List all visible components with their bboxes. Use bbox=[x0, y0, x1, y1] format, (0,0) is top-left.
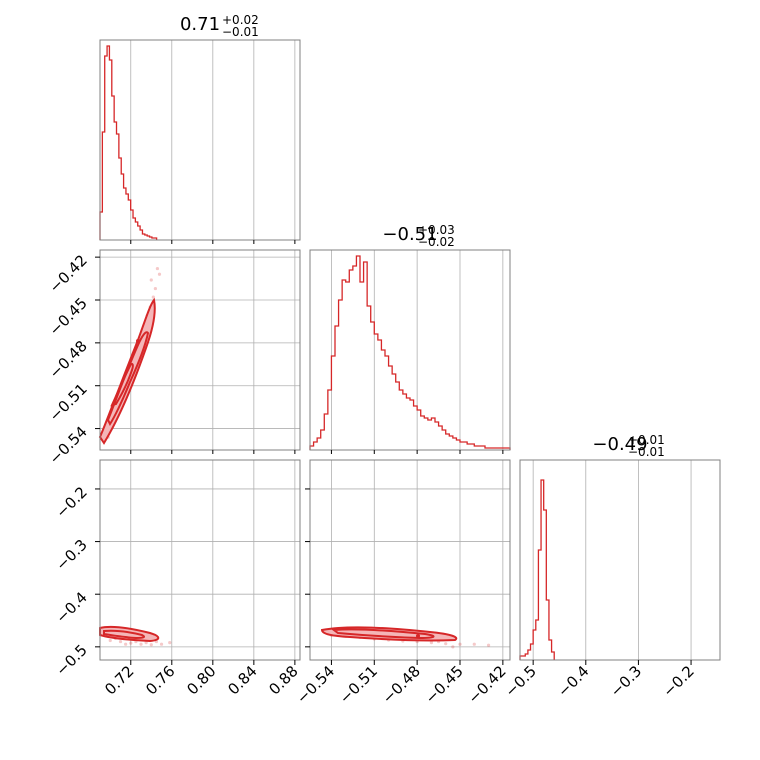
histogram-param-2 bbox=[519, 479, 555, 660]
sample-point bbox=[159, 642, 164, 646]
x-tick-label: −0.4 bbox=[554, 662, 592, 700]
x-tick-label: −0.3 bbox=[607, 662, 645, 700]
sample-point bbox=[458, 642, 462, 646]
panel-2d-param0-param1 bbox=[98, 249, 301, 451]
panel-frame bbox=[519, 459, 721, 661]
median-point bbox=[136, 339, 140, 343]
contour-inner bbox=[331, 628, 435, 640]
median-point bbox=[416, 634, 420, 638]
x-tick-label: −0.2 bbox=[659, 662, 697, 700]
title-param-0-plus: +0.02 bbox=[222, 13, 259, 27]
sample-point bbox=[108, 638, 112, 643]
histogram-param-1 bbox=[309, 255, 511, 450]
sample-point bbox=[149, 278, 153, 282]
contour-core bbox=[110, 362, 134, 407]
contour-inner bbox=[103, 629, 145, 640]
sample-point bbox=[149, 643, 153, 647]
sample-point bbox=[124, 642, 128, 646]
y-tick-label: −0.3 bbox=[52, 536, 90, 574]
sample-point bbox=[139, 642, 143, 646]
sample-point bbox=[155, 266, 160, 271]
y-tick-label: −0.42 bbox=[46, 251, 91, 296]
x-tick-label: 0.72 bbox=[101, 662, 137, 698]
sample-point bbox=[168, 641, 172, 645]
x-tick-label: −0.54 bbox=[293, 662, 338, 707]
x-tick-label: 0.84 bbox=[224, 662, 260, 698]
panel-hist-param-2: −0.49 +0.01 −0.01 bbox=[519, 433, 721, 661]
sample-point bbox=[486, 643, 491, 647]
y-tick-label: −0.51 bbox=[46, 380, 91, 425]
title-param-1-minus: −0.02 bbox=[418, 235, 455, 249]
sample-point bbox=[472, 642, 476, 646]
title-param-1: −0.51 bbox=[382, 224, 437, 245]
x-tick-label: 0.76 bbox=[142, 662, 178, 698]
y-tick-label: −0.4 bbox=[52, 588, 90, 626]
x-tick-label: 0.80 bbox=[183, 662, 219, 698]
y-tick-label: −0.48 bbox=[46, 337, 91, 382]
panel-frame bbox=[309, 459, 511, 661]
title-param-0-minus: −0.01 bbox=[222, 25, 259, 39]
x-tick-label: −0.42 bbox=[464, 662, 509, 707]
sample-point bbox=[444, 642, 448, 646]
panel-frame bbox=[309, 249, 511, 451]
sample-point bbox=[129, 641, 133, 645]
x-tick-label: −0.45 bbox=[422, 662, 467, 707]
y-tick-label: −0.5 bbox=[52, 641, 90, 679]
panel-hist-param-1: −0.51 +0.03 −0.02 bbox=[309, 223, 511, 451]
panel-2d-param0-param2 bbox=[99, 459, 301, 661]
sample-point bbox=[157, 272, 162, 276]
histogram-param-0 bbox=[99, 45, 158, 240]
y-tick-label: −0.2 bbox=[52, 483, 90, 521]
x-tick-label: −0.5 bbox=[501, 662, 539, 700]
sample-point bbox=[451, 645, 455, 649]
y-tick-label: −0.54 bbox=[46, 423, 91, 468]
panel-frame bbox=[99, 249, 301, 451]
panel-2d-param1-param2 bbox=[309, 459, 511, 661]
x-tick-label: −0.48 bbox=[379, 662, 424, 707]
sample-point bbox=[429, 641, 434, 645]
x-tick-label: −0.51 bbox=[336, 662, 381, 707]
panel-frame bbox=[99, 39, 301, 241]
title-param-2-plus: +0.01 bbox=[628, 433, 665, 447]
panel-frame bbox=[99, 459, 301, 661]
title-param-1-plus: +0.03 bbox=[418, 223, 455, 237]
title-param-0: 0.71 bbox=[180, 14, 220, 35]
sample-point bbox=[153, 286, 157, 291]
y-tick-label: −0.45 bbox=[46, 294, 91, 339]
panel-hist-param-0: 0.71 +0.02 −0.01 bbox=[99, 13, 301, 241]
sample-point bbox=[118, 639, 123, 644]
title-param-2-minus: −0.01 bbox=[628, 445, 665, 459]
sample-point bbox=[151, 295, 155, 299]
title-param-2: −0.49 bbox=[592, 434, 647, 455]
